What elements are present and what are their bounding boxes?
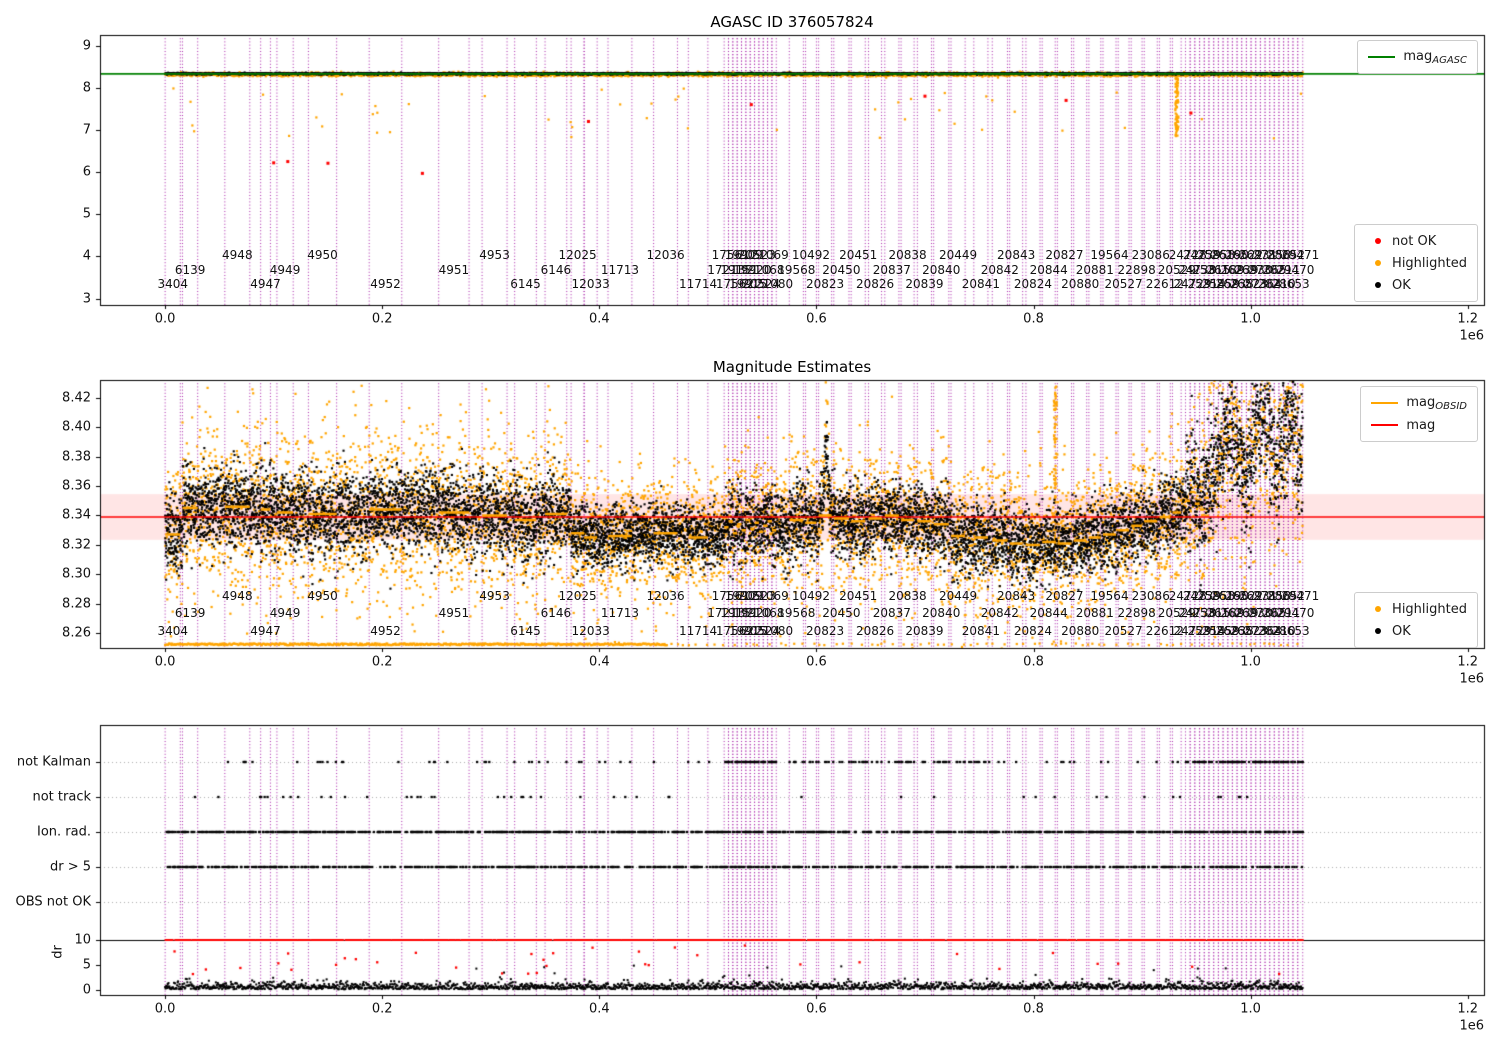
legend-entry-highlighted: Highlighted: [1365, 252, 1467, 274]
legend-label-mag-obsid: magOBSID: [1406, 394, 1467, 412]
legend-label-highlighted: Highlighted: [1392, 255, 1467, 271]
legend-entry-not-ok: not OK: [1365, 230, 1467, 252]
mag-agasc-line-swatch: [1368, 56, 1396, 58]
legend-mid-lines: magOBSID mag: [1360, 386, 1478, 442]
legend-label-ok-mid: OK: [1392, 623, 1411, 639]
highlighted-marker: [1375, 606, 1382, 612]
legend-entry-mag-agasc: magAGASC: [1368, 46, 1467, 68]
legend-label-mag-agasc: magAGASC: [1403, 48, 1467, 66]
legend-label-highlighted-mid: Highlighted: [1392, 601, 1467, 617]
legend-top-scatter: not OK Highlighted OK: [1354, 224, 1478, 302]
not-ok-marker: [1375, 238, 1382, 244]
mid-plot-title: Magnitude Estimates: [712, 358, 872, 376]
legend-label-mag: mag: [1406, 417, 1436, 433]
ok-marker: [1375, 282, 1382, 288]
mag-obsid-line-swatch: [1371, 402, 1399, 404]
legend-entry-mag-obsid: magOBSID: [1371, 392, 1467, 414]
highlighted-marker: [1375, 260, 1382, 266]
ok-marker: [1375, 628, 1382, 634]
legend-entry-ok: OK: [1365, 274, 1467, 296]
mag-line-swatch: [1371, 424, 1399, 426]
legend-entry-ok-mid: OK: [1365, 620, 1467, 642]
legend-entry-mag: mag: [1371, 414, 1467, 436]
legend-mid-scatter: Highlighted OK: [1354, 592, 1478, 648]
legend-label-not-ok: not OK: [1392, 233, 1437, 249]
legend-mag-agasc: magAGASC: [1357, 40, 1478, 74]
legend-label-ok: OK: [1392, 277, 1411, 293]
top-plot-title: AGASC ID 376057824: [710, 13, 874, 31]
legend-entry-highlighted-mid: Highlighted: [1365, 598, 1467, 620]
